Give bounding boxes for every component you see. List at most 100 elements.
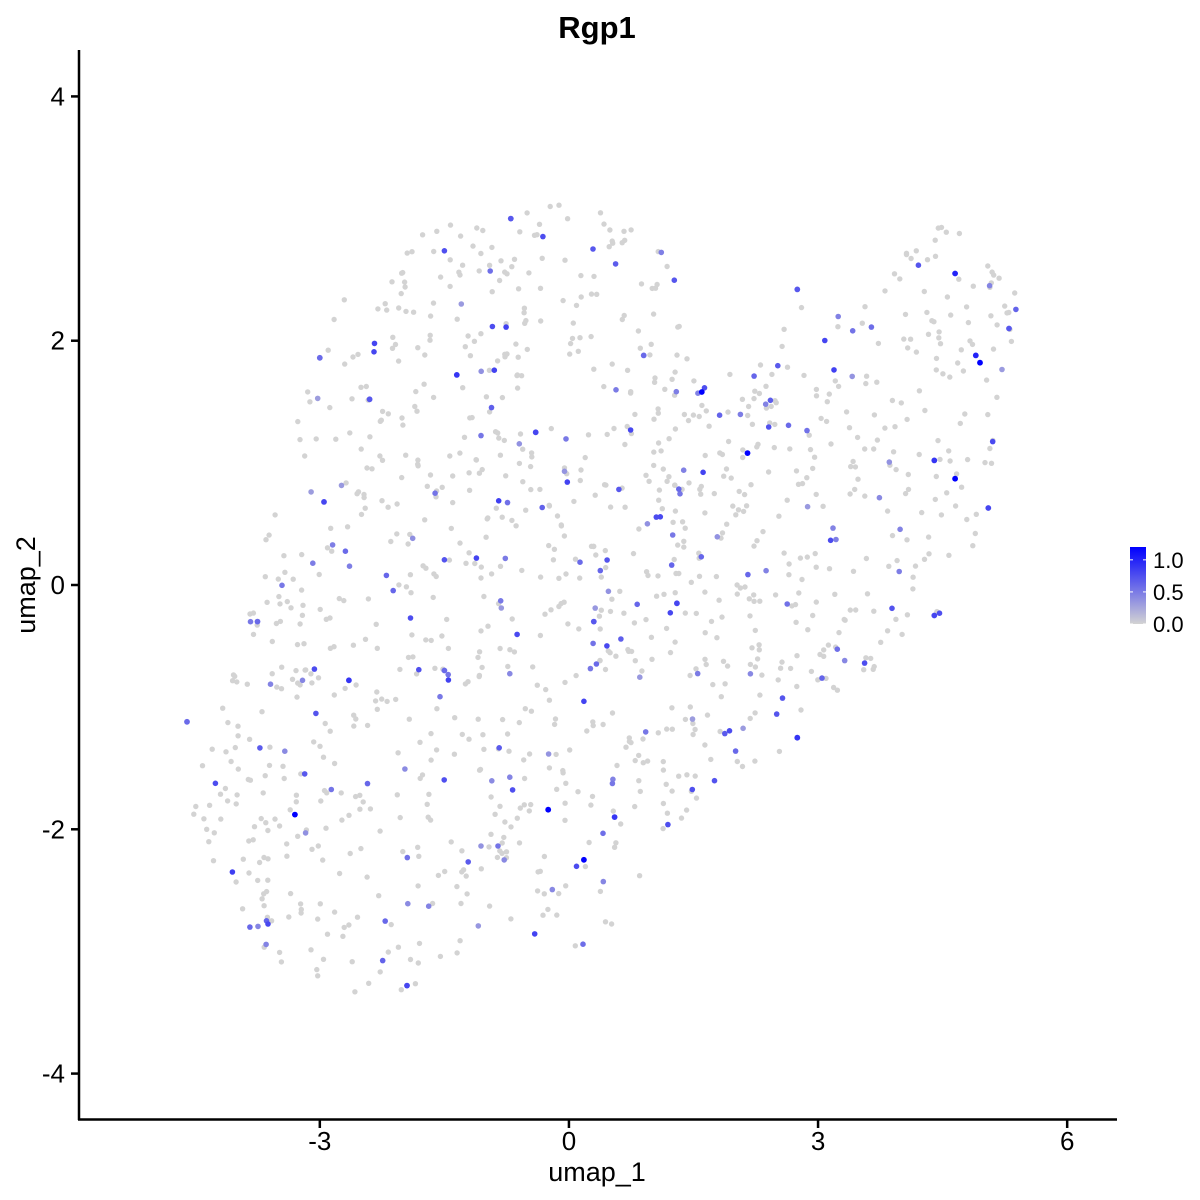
cell-point: [286, 914, 292, 920]
cell-point: [847, 607, 853, 613]
cell-point: [457, 450, 463, 456]
cell-point: [476, 767, 483, 773]
cell-point: [331, 644, 337, 650]
cell-point: [745, 403, 752, 410]
cell-point-expressing: [876, 494, 883, 501]
cell-point: [692, 773, 698, 779]
cell-point: [526, 751, 533, 757]
cell-point: [806, 432, 812, 438]
cell-point: [597, 210, 604, 216]
cell-point: [575, 348, 581, 354]
cell-point: [1012, 290, 1018, 296]
cell-point: [494, 854, 501, 861]
cell-point: [452, 715, 458, 721]
cell-point: [269, 671, 275, 677]
cell-point: [636, 526, 642, 532]
cell-point: [234, 792, 240, 798]
cell-point: [685, 417, 692, 424]
cell-point: [841, 616, 847, 623]
cell-point: [398, 290, 404, 297]
cell-point-expressing: [999, 366, 1005, 373]
cell-point-expressing: [441, 667, 448, 674]
cell-point: [674, 352, 680, 358]
cell-point: [910, 574, 916, 580]
cell-point: [692, 726, 698, 733]
cell-point: [369, 466, 375, 472]
cell-point: [405, 654, 412, 661]
cell-point: [759, 672, 765, 678]
cell-point: [511, 649, 518, 655]
cell-point-expressing: [495, 843, 501, 849]
cell-point: [393, 696, 399, 703]
cell-point: [890, 449, 897, 455]
cell-point: [530, 664, 536, 670]
cell-point: [403, 584, 410, 590]
cell-point: [430, 394, 437, 401]
cell-point: [466, 550, 472, 556]
cell-point-expressing: [587, 665, 594, 672]
cell-point: [912, 563, 919, 569]
cell-point: [415, 844, 421, 850]
cell-point: [985, 263, 991, 269]
legend-label: 0.0: [1153, 612, 1184, 637]
cell-point-expressing: [561, 468, 568, 475]
cell-point: [719, 451, 726, 458]
cell-point-expressing: [279, 582, 285, 589]
cell-point: [474, 225, 480, 231]
cell-point: [204, 826, 210, 832]
cell-point: [417, 739, 423, 745]
cell-point: [377, 828, 383, 834]
cell-point: [235, 723, 241, 729]
cell-point: [563, 571, 569, 577]
cell-point: [529, 454, 535, 460]
cell-point: [233, 879, 239, 885]
cell-point: [921, 288, 927, 295]
cell-point-expressing: [328, 786, 335, 793]
cell-point: [543, 686, 549, 693]
cell-point-expressing: [531, 931, 538, 937]
cell-point: [489, 244, 495, 251]
cell-point: [295, 833, 301, 839]
cell-point: [495, 430, 501, 436]
cell-point: [687, 672, 693, 679]
cell-point-expressing: [507, 774, 513, 780]
cell-point: [664, 478, 670, 484]
cell-point: [905, 345, 911, 351]
cell-point: [578, 272, 584, 279]
cell-point: [889, 397, 896, 404]
cell-point-expressing: [610, 776, 616, 783]
cell-point-expressing: [785, 422, 792, 429]
cell-point: [447, 257, 453, 263]
cell-point: [392, 341, 399, 348]
cell-point: [400, 848, 406, 855]
cell-point: [577, 477, 583, 484]
cell-point: [499, 716, 506, 723]
cell-point: [832, 378, 838, 384]
cell-point: [649, 656, 655, 662]
cell-point: [650, 311, 657, 317]
cell-point: [681, 538, 687, 544]
cell-point: [958, 347, 964, 353]
cell-point: [395, 750, 401, 756]
cell-point: [384, 307, 390, 313]
cell-point: [678, 815, 685, 821]
cell-point: [609, 238, 615, 244]
cell-point: [973, 511, 979, 517]
cell-point: [588, 333, 594, 340]
cell-point: [404, 250, 410, 256]
cell-point: [669, 726, 675, 732]
cell-point-expressing: [441, 248, 448, 254]
cell-point: [562, 257, 568, 263]
cell-point-expressing: [563, 436, 569, 442]
cell-point: [996, 275, 1002, 281]
cell-point: [444, 616, 450, 623]
cell-point: [537, 486, 543, 493]
cell-point: [863, 373, 870, 379]
cell-point: [597, 626, 603, 632]
cell-point: [796, 590, 802, 596]
cell-point: [247, 777, 254, 783]
cell-point: [390, 334, 396, 340]
cell-point: [354, 914, 361, 920]
cell-point: [272, 512, 278, 518]
